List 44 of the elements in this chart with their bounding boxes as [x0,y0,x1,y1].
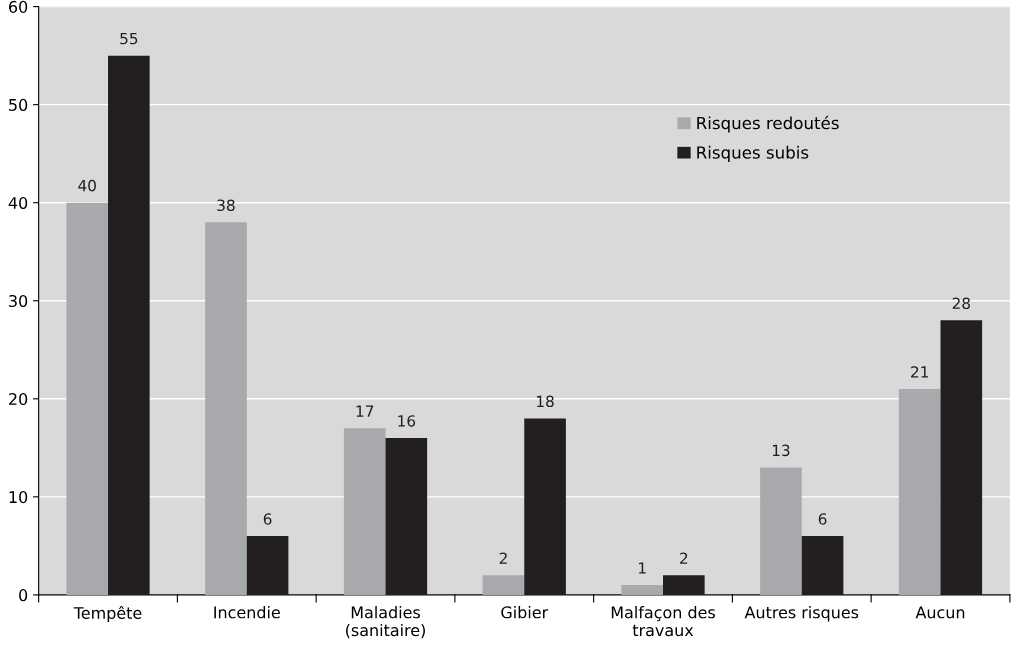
bar [760,467,802,595]
y-tick-label: 30 [9,294,28,308]
x-tick-label: Aucun [915,606,965,619]
data-label: 38 [217,199,235,212]
y-tick-label: 0 [19,589,28,602]
y-tick-label: 20 [9,393,28,406]
bar [801,536,844,595]
data-label: 6 [263,513,272,525]
y-tick-label: 50 [9,98,28,111]
bar [898,389,941,595]
bar [205,222,247,595]
x-tick-label: Maladies (sanitaire) [346,606,425,639]
x-tick-label: Autres risques [744,606,859,622]
bar [108,55,150,595]
bar [385,438,428,595]
data-label: 16 [398,415,416,427]
x-tick-label: Tempête [73,606,142,623]
data-label: 28 [952,297,970,310]
data-label: 1 [639,562,646,574]
legend-label: Risques subis [697,145,809,162]
y-tick-label: 40 [8,196,28,209]
data-label: 17 [356,405,374,417]
x-tick-label: Gibier [501,606,549,619]
legend-label: Risques redoutés [697,115,839,133]
x-tick-label: Malfaçon des travaux [611,606,715,637]
x-tick-label: Incendie [214,606,280,619]
y-tick-label: 60 [9,0,28,13]
data-label: 40 [78,179,96,192]
bar [621,585,664,595]
data-label: 13 [772,444,790,457]
bar [940,320,983,595]
bar [246,536,289,595]
y-tick-label: 10 [9,491,28,504]
data-label: 2 [680,552,688,564]
data-label: 21 [911,366,928,378]
bar [524,418,566,595]
bar [66,202,109,595]
data-label: 55 [120,32,138,45]
bar [343,428,386,595]
data-label: 18 [537,395,554,408]
bar [482,575,525,595]
data-label: 2 [499,552,507,564]
data-label: 6 [818,513,827,525]
bar [663,575,705,595]
